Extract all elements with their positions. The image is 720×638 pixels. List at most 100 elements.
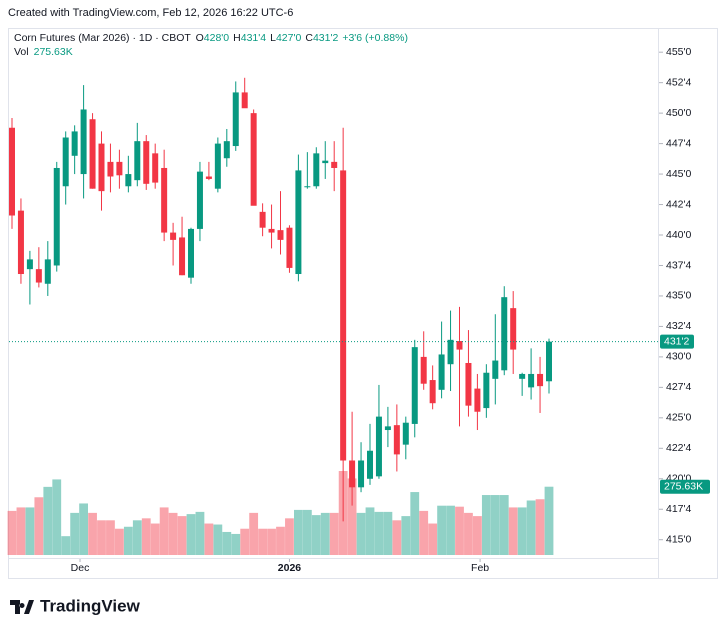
y-tick-label: 427'4 [666,381,692,393]
candle-body [17,210,24,275]
volume-bar [347,478,357,555]
y-tick-label: 445'0 [666,168,692,180]
candle-body [384,426,391,431]
candle-body [188,228,194,278]
volume-bar [320,512,330,555]
volume-bar [88,512,97,555]
volume-bar [159,507,169,555]
volume-bar [410,492,420,555]
candle-body [205,176,212,179]
candle-body [456,341,463,350]
ohlc-value: 431'2 [313,32,339,44]
candle-body [483,372,490,409]
volume-bar [213,524,223,555]
volume-bar [276,526,285,555]
volume-bar [240,528,250,555]
volume-bar [294,509,303,555]
volume-bar [132,520,142,555]
candle-body [9,127,15,216]
candle-body [196,171,203,229]
ohlc-key: L [270,32,276,44]
volume-bar [25,507,35,555]
ohlc-value: 431'4 [241,32,267,44]
volume-badge-label: 275.63K [664,480,703,492]
volume-bar [141,518,151,555]
ohlc-key: C [305,32,313,44]
volume-bar [16,507,26,555]
volume-bar [302,509,312,555]
candle-body [286,227,293,268]
candle-body [367,450,373,479]
candle-body [241,92,248,109]
logo-icon [10,600,34,614]
candle-body [89,119,96,189]
candle-body [35,269,42,283]
volume-bar [285,518,294,555]
logo: TradingView [10,596,141,615]
candle-body [53,167,60,266]
volume-bar [195,511,205,555]
volume-bar [446,505,455,555]
candle-body [402,422,409,445]
y-tick-label: 450'0 [666,107,692,119]
candle-body [44,259,51,284]
x-tick-label: Dec [71,562,90,574]
ohlc-value: 428'0 [204,32,230,44]
volume-bar [401,516,411,555]
volume-bar [499,495,509,555]
candle-body [179,237,186,276]
title: Corn Futures (Mar 2026) · 1D · CBOT [14,32,191,44]
candle-body [26,259,33,270]
volume-bar [311,515,321,555]
volume-bar [249,512,259,555]
candle-body [510,308,517,350]
candle-body [537,373,544,387]
volume-bar [43,486,53,555]
y-tick-label: 447'4 [666,137,692,149]
candle-body [492,360,499,379]
candle-body [322,160,329,164]
candle-body [501,297,508,371]
candle-body [161,167,168,233]
candle-body [268,228,275,233]
volume-bar [508,507,518,555]
volume-bar [61,536,71,555]
candle-body [134,141,141,181]
volume-bar [267,528,276,555]
candle-body [170,232,177,240]
candle-body [214,143,221,189]
candle-body [438,354,445,390]
candle-body [411,347,418,424]
volume-bar [150,523,160,555]
volume-bar [329,512,339,555]
y-tick-label: 430'0 [666,351,692,363]
candle-body [116,161,123,176]
y-tick-label: 452'4 [666,76,692,88]
y-tick-label: 435'0 [666,290,692,302]
volume-bar [428,523,438,555]
last-price-badge [660,334,694,349]
volume-title: Vol [14,46,29,58]
y-tick-label: 442'4 [666,198,692,210]
x-tick-label: 2026 [278,562,302,574]
change: +3'6 (+0.88%) [342,32,408,44]
ohlc-value: 427'0 [276,32,302,44]
candle-body [474,388,481,412]
candle-body [349,460,356,488]
candle-body [107,161,114,177]
x-tick-label: Feb [471,562,489,574]
candle-body [313,153,320,187]
volume-bar [34,497,44,555]
volume-bar [437,505,446,555]
chart-frame [8,28,718,579]
volume-value: 275.63K [34,46,73,58]
candle-body [465,362,472,406]
candle-body [358,460,365,488]
volume-bar [490,495,500,555]
volume-bar [186,514,196,555]
volume-bar [168,512,178,555]
volume-bar [517,507,527,555]
watermark: Created with TradingView.com, Feb 12, 20… [8,7,293,19]
last-price-label: 431'2 [664,335,690,347]
